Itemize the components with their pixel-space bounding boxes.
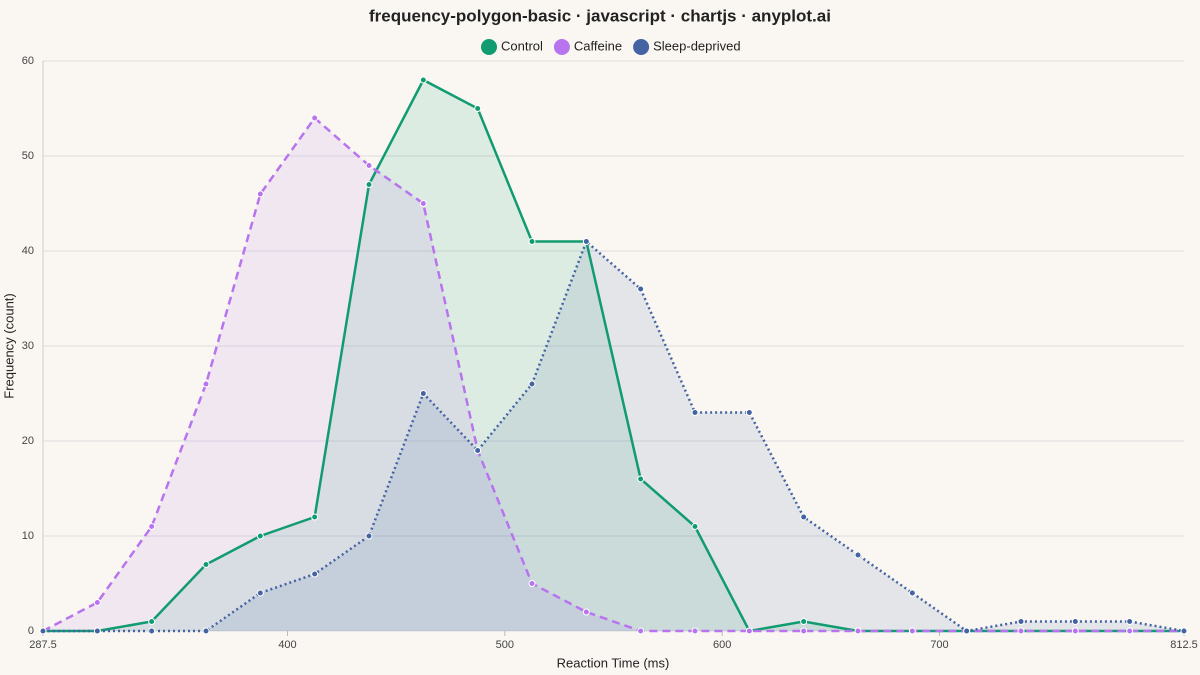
point [1126,627,1134,635]
line [43,239,1185,633]
point [691,523,699,530]
y-tick-label: 50 [22,150,34,162]
point [256,589,264,597]
point [1126,618,1134,625]
x-tick-label: 812.5 [1170,639,1198,651]
legend-marker [481,39,497,55]
point [474,105,482,112]
point [854,551,862,559]
point [908,589,916,597]
point [365,181,373,188]
point [148,523,156,530]
legend-label: Sleep-deprived [653,38,740,53]
point [800,627,808,635]
area [43,241,1184,631]
area [43,80,1184,631]
y-tick-label: 30 [22,340,34,352]
point [256,190,264,198]
point [691,627,699,635]
point [528,580,536,587]
point [311,114,319,122]
legend-label: Control [501,38,543,53]
point [419,200,427,207]
point [637,475,645,483]
x-tick-label: 400 [278,639,296,651]
point [419,76,427,84]
point [745,409,753,416]
y-tick-label: 40 [22,245,34,257]
point [202,380,210,388]
point [93,627,101,635]
line [42,116,1184,633]
point [311,570,319,578]
x-tick-label: 287.5 [29,639,57,651]
legend-marker [553,39,570,55]
legend-label: Caffeine [574,38,622,53]
point [202,627,210,635]
point [637,285,645,293]
point [1180,627,1188,635]
y-tick-label: 60 [22,55,34,67]
x-tick-label: 500 [496,639,514,651]
y-tick-label: 10 [22,530,34,542]
point [1071,618,1079,625]
point [1071,627,1079,635]
point [419,390,427,397]
point [365,162,373,169]
y-tick-label: 0 [28,625,34,637]
point [148,618,156,625]
point [908,627,916,635]
point [39,627,47,635]
point [1017,618,1025,625]
point [854,627,862,635]
point [93,599,101,606]
point [745,627,753,635]
x-tick-label: 700 [930,639,948,651]
point [637,627,645,635]
point [256,532,264,540]
point [963,627,971,635]
point [365,532,373,540]
point [311,513,319,521]
point [800,618,808,625]
y-axis-label: Frequency (count) [1,293,16,399]
point [148,627,156,635]
point [582,238,590,245]
area [43,118,1184,631]
point [528,238,536,245]
point [202,561,210,568]
point [474,447,482,454]
point [800,513,808,521]
y-tick-label: 20 [22,435,34,447]
point [582,608,590,616]
point [1017,627,1025,635]
point [691,409,699,416]
x-tick-label: 600 [713,639,731,651]
legend-marker [633,39,650,55]
chart-title: frequency-polygon-basic · javascript · c… [369,6,831,25]
x-axis-label: Reaction Time (ms) [557,655,670,670]
point [528,380,536,388]
